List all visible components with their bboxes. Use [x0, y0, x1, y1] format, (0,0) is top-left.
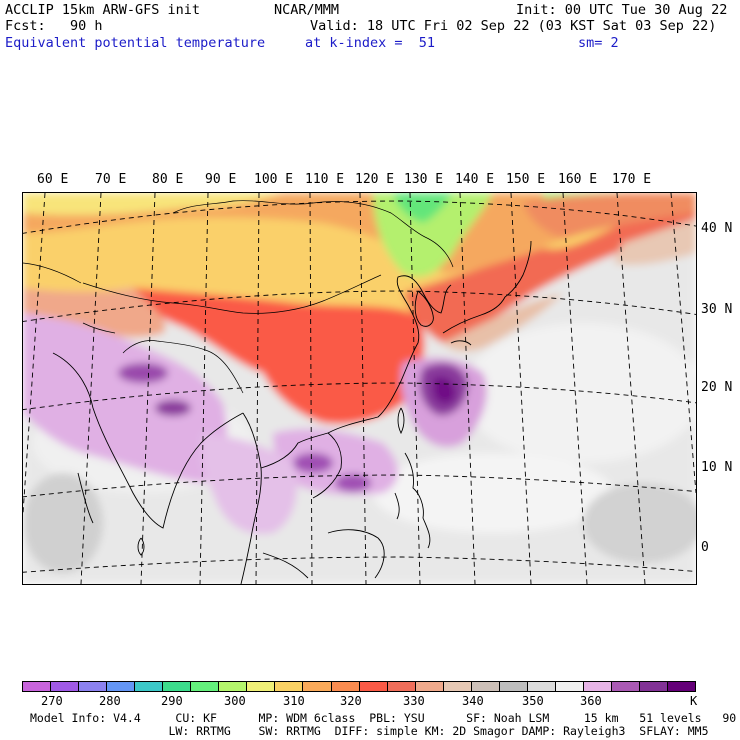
colorbar-tick: 340: [462, 694, 484, 708]
lon-label: 70 E: [95, 172, 127, 187]
colorbar-tick: 330: [403, 694, 425, 708]
colorbar-swatch: [640, 682, 669, 691]
colorbar-tick: 300: [224, 694, 246, 708]
header-init: Init: 00 UTC Tue 30 Aug 22: [516, 2, 728, 18]
theta-e-field: [23, 193, 696, 584]
lat-label: 30 N: [701, 302, 733, 317]
lon-label: 160 E: [558, 172, 598, 187]
lat-label: 20 N: [701, 380, 733, 395]
colorbar-swatch: [275, 682, 304, 691]
colorbar-swatch: [555, 682, 584, 691]
field-name: Equivalent potential temperature: [5, 35, 266, 51]
colorbar-unit: K: [690, 694, 698, 708]
colorbar-swatch: [51, 682, 80, 691]
lon-label: 100 E: [254, 172, 294, 187]
colorbar-swatch: [583, 682, 612, 691]
theta-e-map[interactable]: [22, 192, 697, 585]
colorbar-tick: 270: [41, 694, 63, 708]
lat-label: 40 N: [701, 221, 733, 236]
colorbar-swatch: [191, 682, 220, 691]
k-index: at k-index = 51: [305, 35, 436, 51]
colorbar-tick: 350: [522, 694, 544, 708]
colorbar-tick: 360: [580, 694, 602, 708]
colorbar-swatch: [527, 682, 556, 691]
colorbar-swatch: [23, 682, 52, 691]
colorbar-swatch: [415, 682, 444, 691]
lon-label: 90 E: [205, 172, 237, 187]
colorbar-swatch: [79, 682, 108, 691]
colorbar-swatch: [443, 682, 472, 691]
model-info-line2: LW: RRTMG SW: RRTMG DIFF: simple KM: 2D …: [30, 724, 709, 738]
colorbar-swatch: [331, 682, 360, 691]
colorbar-tick: 280: [99, 694, 121, 708]
lon-label: 130 E: [404, 172, 444, 187]
lon-label: 80 E: [152, 172, 184, 187]
colorbar: [22, 681, 696, 692]
coastlines: [23, 200, 532, 584]
lat-label: 10 N: [701, 460, 733, 475]
smoothing: sm= 2: [578, 35, 619, 51]
colorbar-swatch: [359, 682, 388, 691]
lon-label: 110 E: [305, 172, 345, 187]
lon-label: 170 E: [612, 172, 652, 187]
header-forecast: Fcst: 90 h: [5, 18, 103, 34]
colorbar-swatch: [247, 682, 276, 691]
colorbar-tick: 310: [283, 694, 305, 708]
lon-label: 150 E: [506, 172, 546, 187]
colorbar-swatch: [303, 682, 332, 691]
colorbar-swatch: [471, 682, 500, 691]
lon-label: 140 E: [455, 172, 495, 187]
lat-label: 0: [701, 540, 709, 555]
header-title: ACCLIP 15km ARW-GFS init: [5, 2, 201, 18]
colorbar-swatch: [219, 682, 248, 691]
model-info-line1: Model Info: V4.4 CU: KF MP: WDM 6class P…: [30, 711, 740, 725]
lon-label: 60 E: [37, 172, 69, 187]
colorbar-swatch: [163, 682, 192, 691]
colorbar-tick: 320: [340, 694, 362, 708]
colorbar-swatch: [387, 682, 416, 691]
colorbar-swatch: [611, 682, 641, 691]
header-source: NCAR/MMM: [274, 2, 340, 18]
lon-label: 120 E: [355, 172, 395, 187]
graticule: [23, 193, 696, 584]
colorbar-tick: 290: [161, 694, 183, 708]
colorbar-swatch: [107, 682, 136, 691]
colorbar-swatch: [668, 682, 696, 691]
colorbar-swatch: [499, 682, 528, 691]
colorbar-swatch: [135, 682, 164, 691]
header-valid: Valid: 18 UTC Fri 02 Sep 22 (03 KST Sat …: [310, 18, 717, 34]
